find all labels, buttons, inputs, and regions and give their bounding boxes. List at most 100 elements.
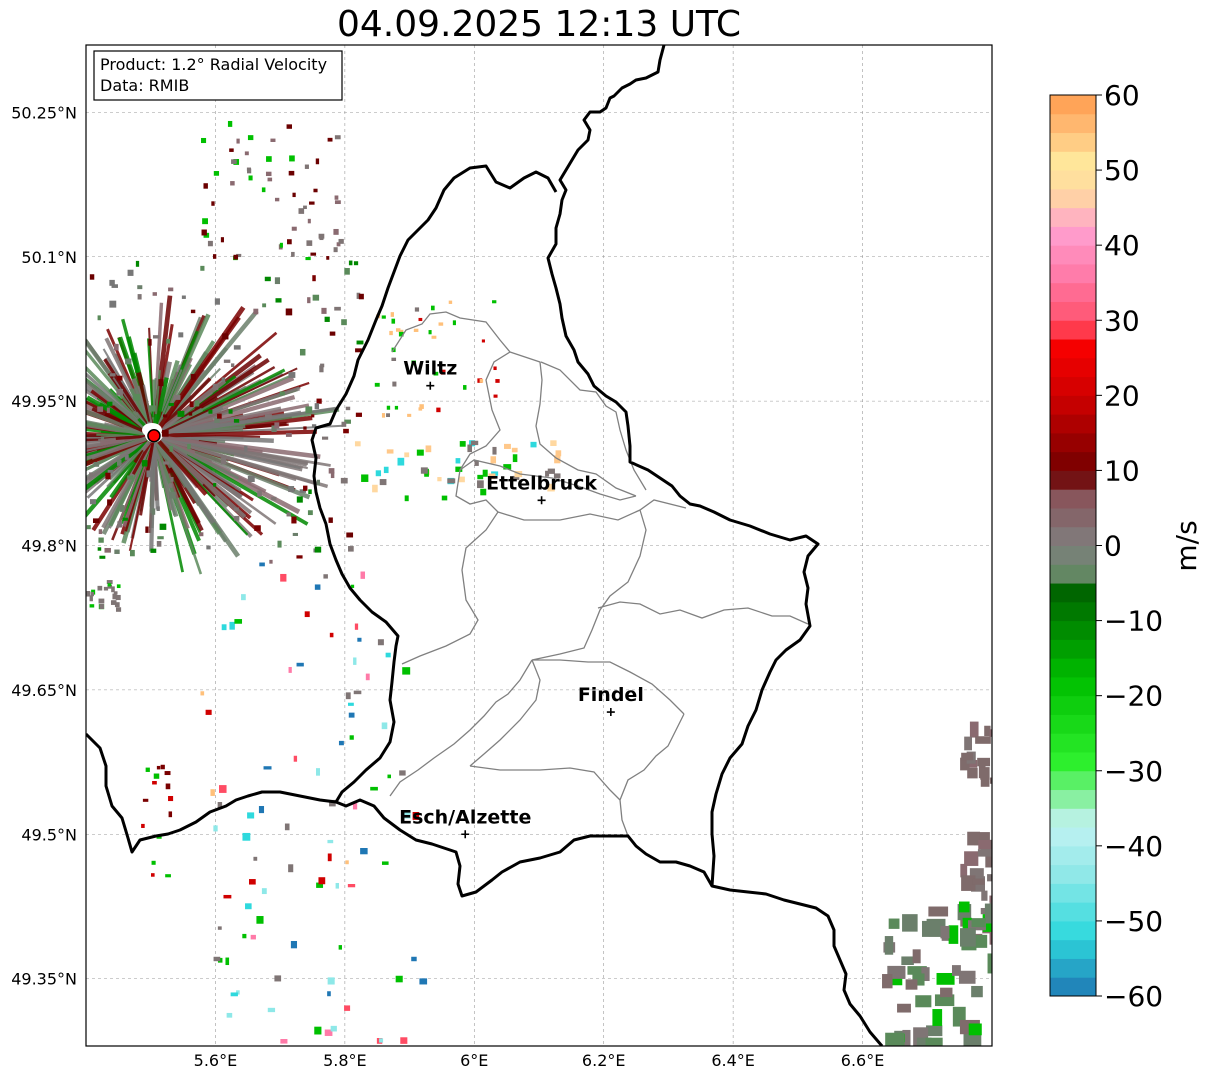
- colorbar-band: [1050, 414, 1096, 434]
- radar-pixel: [286, 124, 293, 129]
- radar-pixel: [459, 441, 466, 447]
- radar-pixel: [127, 269, 134, 276]
- radar-pixel: [288, 666, 292, 673]
- radar-pixel: [226, 1012, 233, 1018]
- radar-spoke: [141, 440, 151, 452]
- radar-pixel: [109, 300, 117, 308]
- radar-pixel: [379, 479, 387, 486]
- radar-pixel: [418, 407, 423, 411]
- colorbar-tick-label: 60: [1104, 79, 1140, 112]
- radar-pixel: [109, 279, 115, 286]
- radar-pixel: [981, 890, 988, 901]
- radar-pixel: [99, 555, 106, 559]
- radar-pixel: [296, 662, 304, 667]
- radar-pixel: [550, 440, 557, 446]
- radar-pixel: [202, 218, 208, 225]
- colorbar-tick-label: −50: [1104, 905, 1163, 938]
- radar-pixel: [345, 860, 349, 865]
- radar-pixel: [553, 473, 561, 479]
- radar-pixel: [257, 490, 262, 497]
- radar-spoke: [162, 429, 317, 438]
- radar-pixel: [360, 571, 366, 579]
- radar-pixel: [271, 425, 277, 432]
- radar-pixel: [165, 874, 171, 878]
- radar-pixel: [397, 457, 405, 466]
- radar-pixel: [284, 823, 290, 831]
- radar-pixel: [315, 158, 320, 165]
- radar-pixel: [228, 409, 233, 414]
- radar-pixel: [916, 1037, 932, 1046]
- radar-pixel: [404, 495, 409, 502]
- radar-pixel: [160, 764, 165, 770]
- radar-pixel: [905, 979, 918, 990]
- radar-pixel: [365, 673, 370, 681]
- radar-pixel: [960, 757, 970, 771]
- radar-pixel: [161, 430, 169, 437]
- radar-pixel: [236, 990, 240, 995]
- radar-pixel: [969, 868, 984, 879]
- colorbar-band: [1050, 639, 1096, 659]
- radar-pixel: [247, 135, 254, 141]
- radar-pixel: [991, 1036, 992, 1046]
- radar-pixel: [402, 667, 411, 675]
- radar-pixel: [200, 691, 205, 696]
- radar-pixel: [348, 260, 353, 266]
- radar-pixel: [968, 1023, 982, 1036]
- radar-pixel: [940, 925, 950, 939]
- radar-pixel: [254, 525, 261, 531]
- radar-pixel: [105, 472, 111, 480]
- radar-pixel: [333, 228, 339, 235]
- radar-pixel: [97, 406, 104, 412]
- radar-pixel: [511, 447, 518, 453]
- radar-pixel: [328, 517, 333, 523]
- radar-pixel: [256, 916, 264, 924]
- colorbar-band: [1050, 958, 1096, 978]
- city-ettelbruck: Ettelbruck: [486, 472, 597, 505]
- colorbar-tick-label: 10: [1104, 454, 1140, 487]
- radar-pixel: [253, 308, 259, 315]
- radar-pixel: [437, 477, 442, 482]
- radar-pixel: [106, 580, 113, 585]
- radar-pixel: [247, 475, 255, 483]
- radar-pixel: [882, 974, 893, 989]
- radar-pixel: [977, 849, 992, 857]
- radar-pixel: [146, 470, 151, 478]
- radar-pixel: [394, 405, 399, 410]
- radar-pixel: [261, 888, 267, 895]
- radar-pixel: [921, 967, 930, 982]
- radar-pixel: [93, 461, 100, 467]
- radar-pixel: [897, 1003, 911, 1013]
- radar-pixel: [492, 300, 497, 304]
- colorbar-tick-label: −30: [1104, 755, 1163, 788]
- radar-pixel: [245, 903, 252, 910]
- radar-pixel: [398, 329, 404, 333]
- longitude-ticks: 5.6°E 5.8°E 6°E 6.2°E 6.4°E 6.6°E: [194, 1051, 885, 1070]
- radar-pixel: [964, 736, 973, 751]
- radar-pixel: [492, 446, 497, 455]
- radar-pixel: [395, 328, 401, 332]
- radar-pixel: [99, 604, 105, 610]
- radar-pixel: [145, 526, 149, 533]
- borders: [86, 45, 884, 1046]
- radar-pixel: [348, 712, 355, 718]
- radar-pixel: [350, 584, 355, 588]
- radar-pixel: [223, 359, 231, 363]
- radar-pixel: [357, 637, 362, 642]
- radar-pixel: [402, 812, 411, 819]
- radar-pixel: [312, 294, 320, 301]
- radar-spoke: [131, 441, 152, 475]
- radar-pixel: [343, 428, 349, 434]
- radar-pixel: [327, 977, 335, 985]
- radar-pixel: [137, 285, 143, 290]
- radar-pixel: [375, 470, 382, 477]
- radar-spoke: [104, 412, 147, 434]
- colorbar-band: [1050, 113, 1096, 134]
- radar-pixel: [321, 307, 327, 314]
- colorbar-tick-label: −20: [1104, 680, 1163, 713]
- radar-pixel: [370, 786, 378, 791]
- radar-spoke: [147, 338, 155, 429]
- latitude-ticks: 50.25°N 50.1°N 49.95°N 49.8°N 49.65°N 49.5°N 4…: [11, 103, 77, 988]
- radar-pixel: [207, 240, 213, 247]
- radar-pixel: [222, 333, 229, 340]
- radar-pixel: [212, 254, 217, 259]
